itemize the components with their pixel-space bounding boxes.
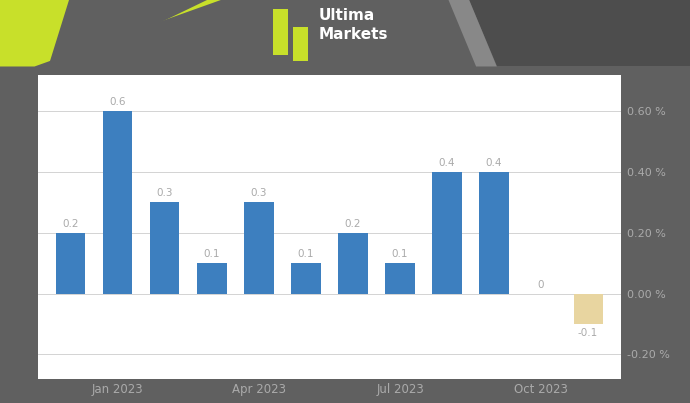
Bar (338, 233, 368, 294)
Text: 0.3: 0.3 (157, 188, 173, 198)
Polygon shape (469, 0, 690, 66)
Bar (273, 9, 288, 54)
Text: -0.1: -0.1 (578, 328, 598, 338)
Text: 0.1: 0.1 (204, 249, 220, 259)
Bar (57, 233, 86, 294)
Bar (480, 172, 509, 294)
Polygon shape (48, 0, 207, 66)
Bar (150, 202, 179, 294)
Text: 0.6: 0.6 (110, 97, 126, 107)
Text: 0.1: 0.1 (297, 249, 314, 259)
Bar (573, 294, 602, 324)
Bar (433, 172, 462, 294)
Bar (291, 263, 321, 294)
Text: Ultima
Markets: Ultima Markets (319, 8, 388, 42)
Text: 0.4: 0.4 (486, 158, 502, 168)
Polygon shape (448, 0, 497, 66)
Bar (104, 111, 132, 294)
Polygon shape (0, 0, 221, 66)
Bar (386, 263, 415, 294)
Text: 0.2: 0.2 (63, 219, 79, 229)
Bar (293, 27, 308, 61)
Text: 0.2: 0.2 (345, 219, 362, 229)
Text: 0.4: 0.4 (439, 158, 455, 168)
Bar (244, 202, 273, 294)
Bar (197, 263, 226, 294)
Text: 0.1: 0.1 (392, 249, 408, 259)
Text: 0: 0 (538, 280, 544, 290)
Text: 0.3: 0.3 (250, 188, 267, 198)
